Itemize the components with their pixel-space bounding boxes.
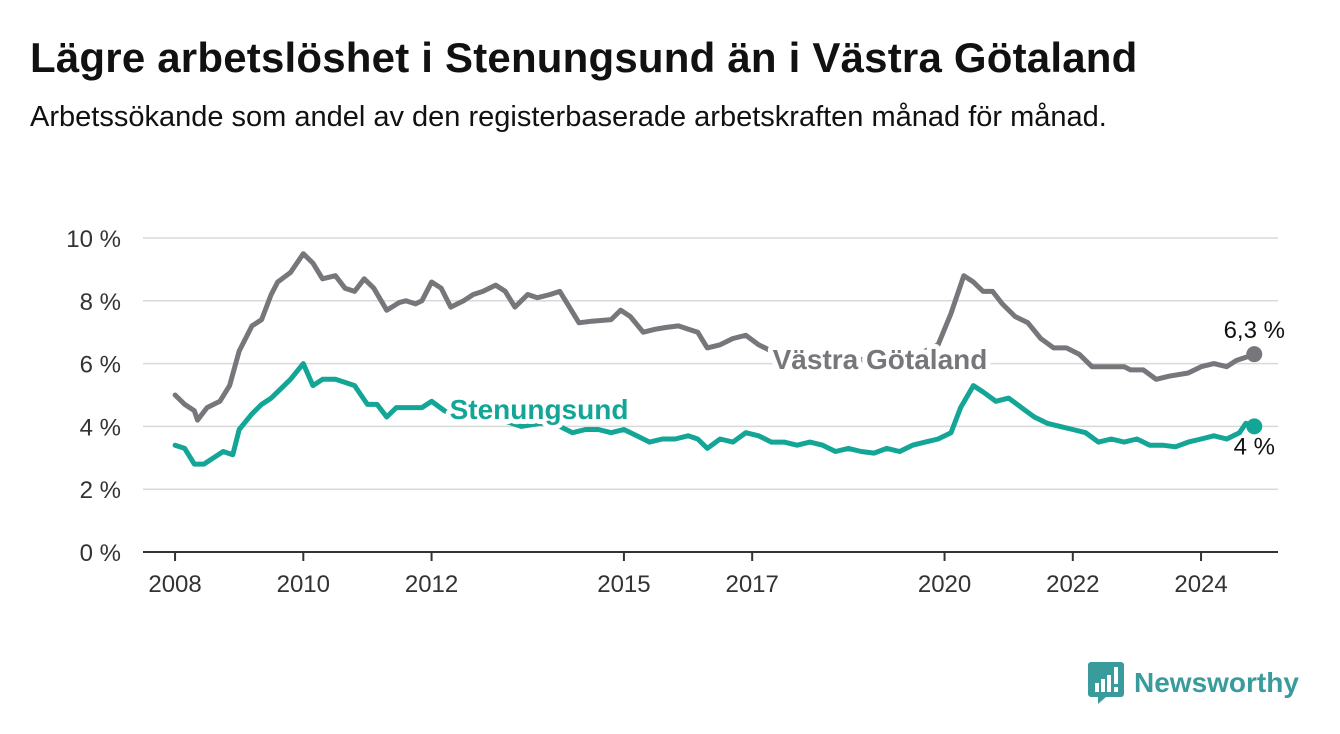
series-end-point (1246, 346, 1263, 363)
series-lines (172, 251, 1263, 467)
chart-subtitle: Arbetssökande som andel av den registerb… (30, 101, 1107, 133)
y-tick-label: 10 % (66, 226, 121, 253)
y-tick-label: 2 % (80, 477, 121, 504)
x-tick-label: 2017 (725, 571, 778, 598)
x-tick-label: 2020 (918, 571, 971, 598)
gridlines (143, 237, 1278, 553)
series-line-stenungsund (172, 361, 1257, 467)
x-tick-label: 2010 (277, 571, 330, 598)
series-labels: Västra Götaland Stenungsund 6,3 % 4 % (445, 314, 1288, 463)
y-tick-label: 8 % (80, 289, 121, 316)
x-tick-label: 2024 (1174, 571, 1227, 598)
series-line-vastra-gotaland (172, 251, 1257, 423)
end-value-label: 6,3 % (1224, 317, 1285, 344)
x-tick-label: 2008 (148, 571, 201, 598)
y-axis-ticks: 0 % 2 % 4 % 6 % 8 % 10 % (66, 226, 121, 567)
series-end-point (1246, 418, 1263, 435)
chart-title: Lägre arbetslöshet i Stenungsund än i Vä… (30, 34, 1138, 81)
y-tick-label: 4 % (80, 414, 121, 441)
x-tick-label: 2022 (1046, 571, 1099, 598)
x-axis-ticks: 2008 2010 2012 2015 2017 2020 2022 2024 (148, 552, 1228, 598)
x-tick-label: 2012 (405, 571, 458, 598)
x-tick-label: 2015 (597, 571, 650, 598)
y-tick-label: 0 % (80, 540, 121, 567)
newsworthy-logo: Newsworthy (1088, 662, 1299, 704)
brand-name: Newsworthy (1134, 667, 1299, 698)
bar-chart-exclaim-icon (1088, 662, 1124, 704)
series-label: Stenungsund (450, 394, 629, 425)
y-tick-label: 6 % (80, 352, 121, 379)
end-value-label: 4 % (1234, 433, 1275, 460)
series-label: Västra Götaland (773, 344, 988, 375)
